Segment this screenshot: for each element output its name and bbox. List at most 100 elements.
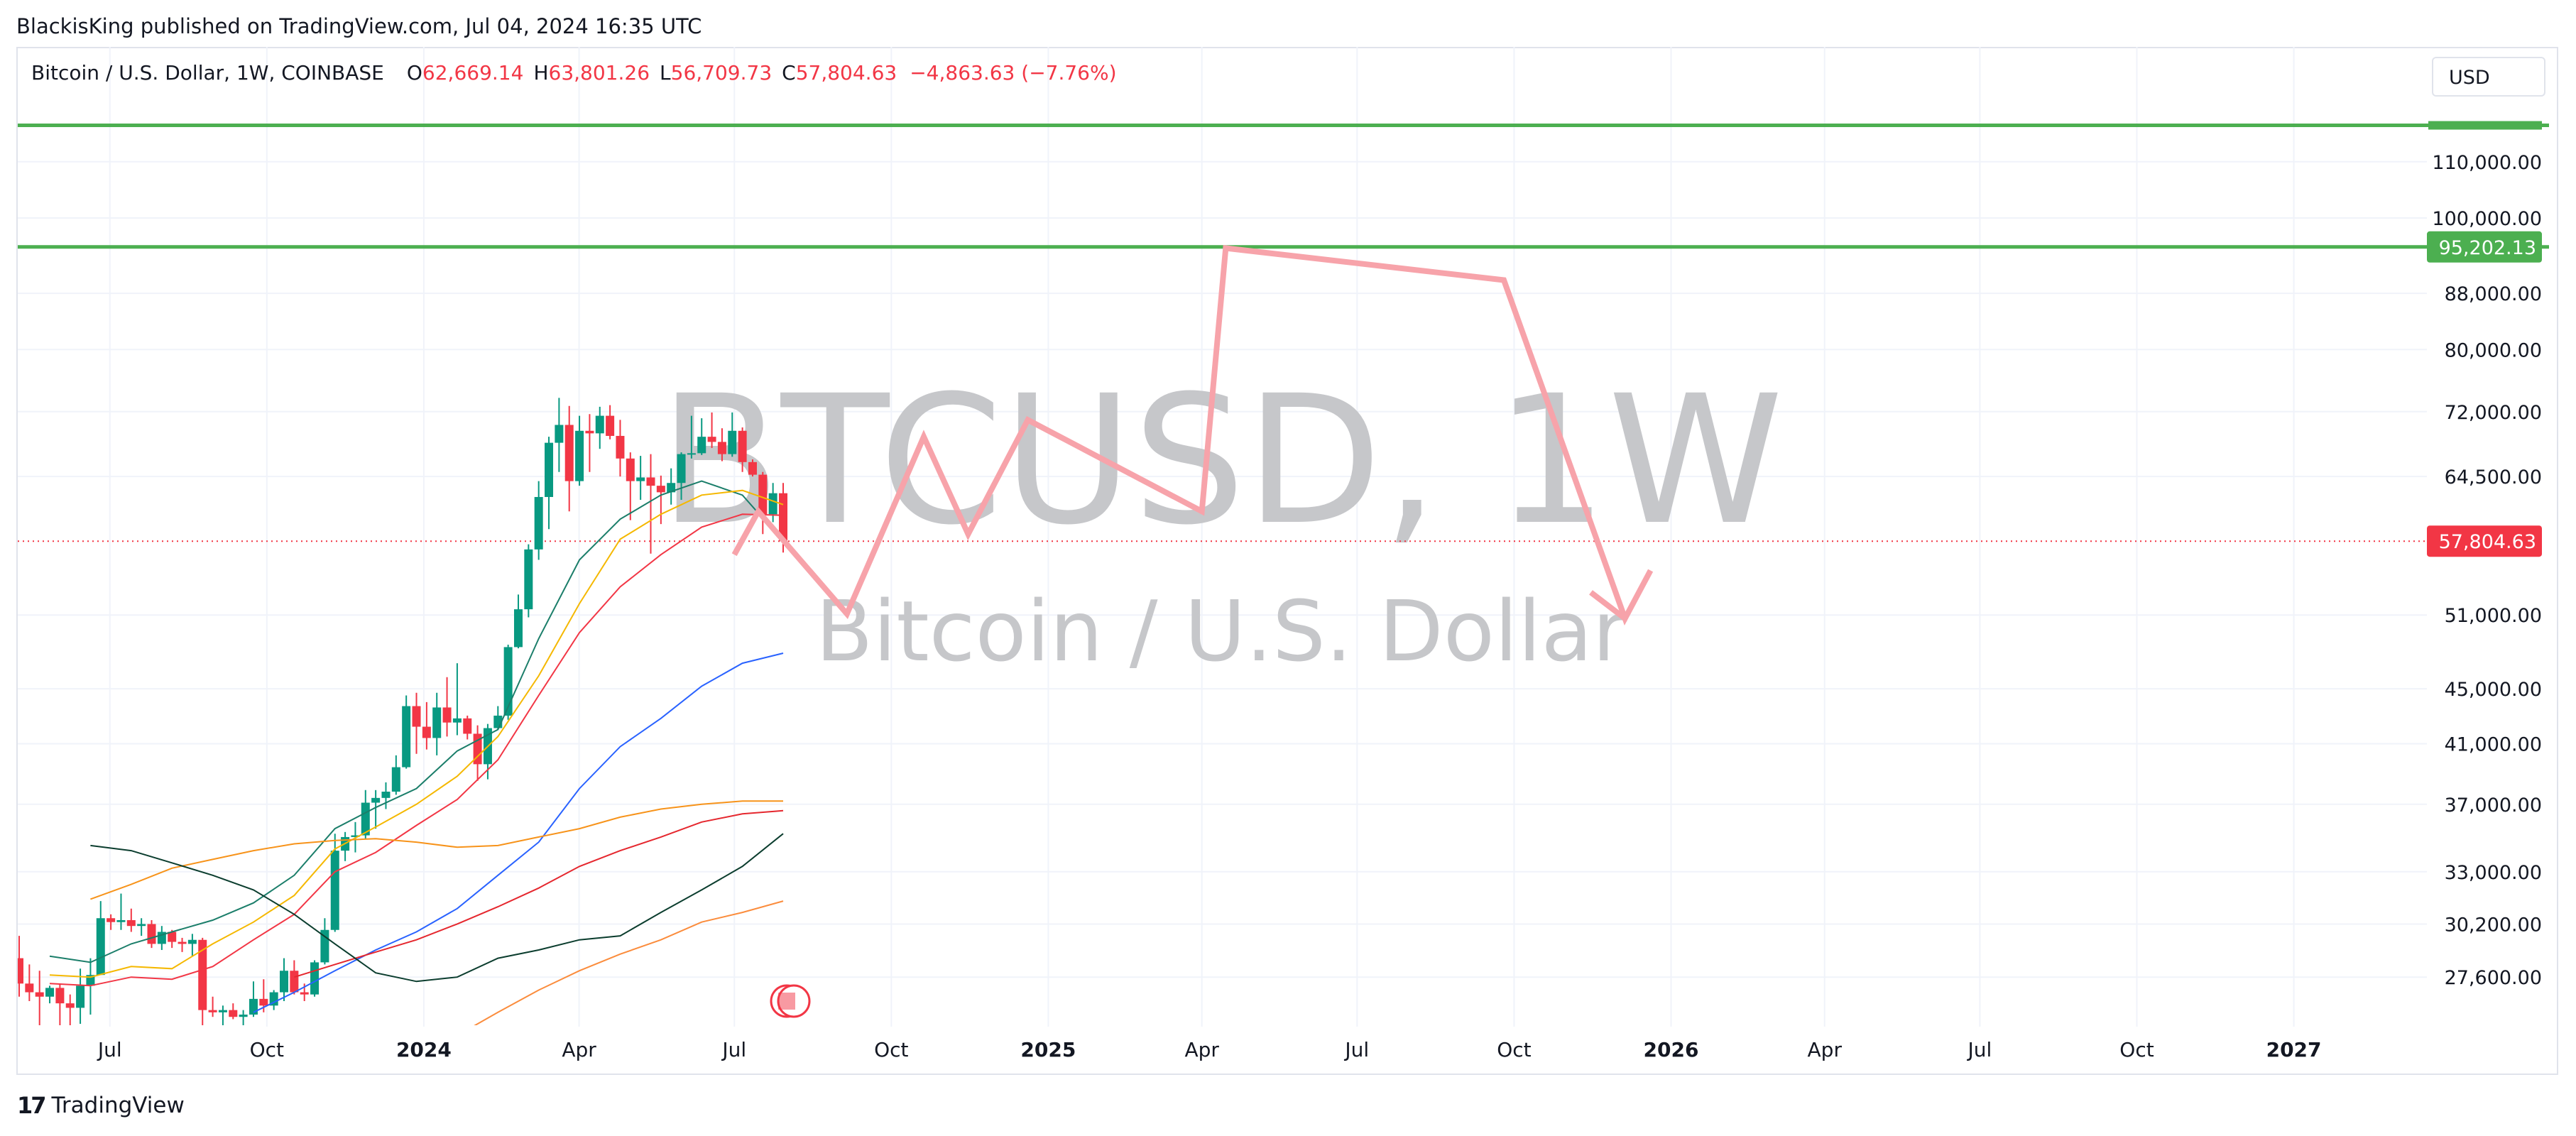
candle-body (513, 609, 523, 648)
candle (76, 968, 85, 1024)
tradingview-logo-icon: 17 (17, 1092, 46, 1119)
y-tick-label: 37,000.00 (2445, 794, 2542, 816)
candle (606, 405, 615, 439)
x-tick-label: Apr (562, 1038, 596, 1061)
x-tick-label: Jul (1967, 1038, 1992, 1061)
candle (35, 971, 44, 1025)
candle-body (697, 437, 706, 454)
candle-body (391, 767, 400, 792)
candle-body (575, 430, 584, 481)
x-tick-label: 2027 (2266, 1038, 2322, 1061)
x-tick-label: Jul (97, 1038, 122, 1061)
candle (371, 790, 381, 829)
candle-body (35, 992, 44, 997)
candle (442, 677, 452, 737)
low-value: 56,709.73 (670, 61, 773, 84)
candle (137, 918, 146, 936)
candle (646, 454, 655, 554)
x-tick-label: Jul (721, 1038, 746, 1061)
projection-arrow-head (1589, 590, 1627, 621)
x-tick-label: 2026 (1644, 1038, 1699, 1061)
candle (229, 1003, 238, 1020)
candle-body (229, 1010, 238, 1017)
y-tick-label: 45,000.00 (2445, 679, 2542, 701)
currency-button[interactable]: USD (2432, 57, 2545, 97)
moving-average-line (49, 480, 784, 963)
change-value: −4,863.63 (−7.76%) (910, 61, 1117, 84)
candle (524, 544, 533, 618)
open-label: O (406, 61, 422, 84)
high-label: H (533, 61, 549, 84)
candle-body (25, 983, 34, 993)
candle-body (137, 924, 146, 927)
candle (545, 437, 554, 530)
candle-body (198, 939, 207, 1010)
candle (564, 405, 574, 512)
candle (310, 960, 320, 997)
candle-body (361, 802, 370, 836)
x-tick-label: Oct (1497, 1038, 1531, 1061)
candles (18, 398, 787, 1025)
candle (18, 936, 23, 997)
level-label: 95,202.13 (2439, 237, 2536, 259)
x-tick-label: Apr (1184, 1038, 1219, 1061)
candle (626, 452, 635, 520)
moving-average-line (49, 489, 784, 978)
x-tick-label: 2025 (1020, 1038, 1076, 1061)
candle-body (707, 437, 716, 442)
moving-average-line (90, 800, 783, 900)
candle (208, 996, 217, 1017)
candle (738, 427, 747, 472)
candle (218, 1005, 227, 1025)
candle (239, 1010, 248, 1025)
candle (687, 415, 696, 459)
x-tick-label: 2024 (396, 1038, 452, 1061)
candle (707, 412, 716, 448)
candle (147, 919, 156, 949)
y-tick-label: 88,000.00 (2445, 283, 2542, 305)
x-tick-label: Oct (250, 1038, 284, 1061)
candle (452, 663, 462, 736)
candle-body (646, 477, 655, 486)
candle (341, 831, 350, 861)
candle (697, 418, 706, 455)
candle-body (422, 726, 431, 738)
candle-body (280, 971, 289, 993)
candle (269, 990, 278, 1010)
chart-frame (16, 47, 2558, 1075)
moving-average-line (49, 513, 784, 987)
candle-body (259, 998, 268, 1006)
candle-body (758, 474, 768, 515)
candle-body (351, 835, 360, 837)
candle-body (45, 988, 55, 997)
tradingview-brand[interactable]: 17 TradingView (17, 1092, 185, 1119)
candle (534, 481, 543, 560)
publish-info: BlackisKing published on TradingView.com… (16, 14, 702, 38)
candle (96, 901, 105, 976)
candle (595, 406, 604, 449)
candle (412, 692, 421, 754)
candle-body (463, 718, 472, 734)
candle-body (555, 425, 564, 443)
candle-body (606, 415, 615, 436)
candle (728, 412, 737, 457)
candle-body (779, 493, 787, 542)
candle-body (96, 918, 105, 976)
candle-body (371, 797, 381, 803)
price-tag-label: 57,804.63 (2439, 531, 2536, 553)
candle-body (402, 706, 411, 768)
candle (361, 790, 370, 839)
candle-body (728, 430, 737, 454)
candle (616, 420, 625, 477)
candle (280, 958, 289, 1001)
candle (636, 456, 645, 501)
candle (178, 937, 187, 952)
candle-body (330, 851, 339, 930)
x-tick-label: Jul (1343, 1038, 1369, 1061)
candle-body (116, 919, 126, 922)
candle-body (300, 992, 309, 995)
y-tick-label: 64,500.00 (2445, 466, 2542, 488)
candle (422, 701, 431, 750)
x-tick-label: Oct (2119, 1038, 2154, 1061)
